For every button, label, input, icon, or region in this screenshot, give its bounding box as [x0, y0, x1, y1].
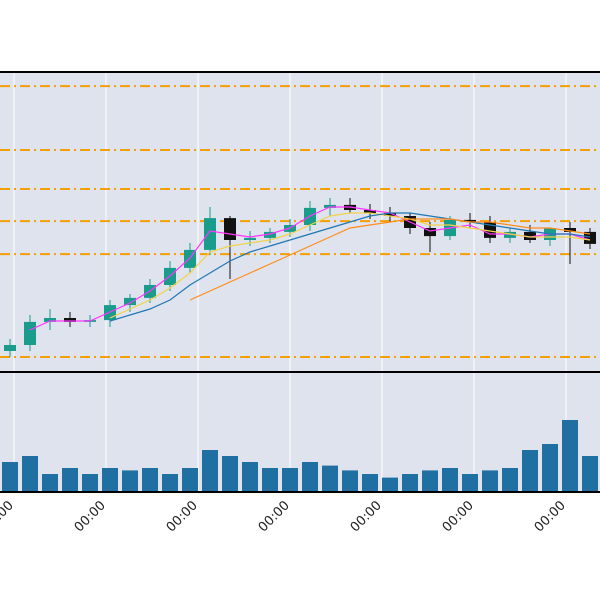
moving-average	[109, 212, 591, 322]
x-tick-label: 00:00	[164, 498, 201, 535]
candle-body	[504, 231, 516, 238]
candle-body	[384, 213, 396, 216]
volume-bar	[482, 470, 498, 492]
volume-bar	[422, 470, 438, 492]
candle-body	[464, 219, 476, 222]
volume-bar	[142, 468, 158, 492]
candle-body	[4, 345, 16, 351]
volume-bar	[262, 468, 278, 492]
volume-bar	[362, 474, 378, 492]
candle-body	[24, 321, 36, 345]
x-tick-label: 00:00	[72, 498, 109, 535]
volume-bar	[582, 456, 598, 492]
x-tick-label: 00:00	[532, 498, 569, 535]
volume-bar	[322, 465, 338, 492]
volume-bar	[522, 450, 538, 492]
volume-bar	[562, 420, 578, 492]
volume-bar	[442, 468, 458, 492]
x-tick-label: 00:00	[0, 498, 17, 535]
volume-bar	[342, 470, 358, 492]
candle-body	[124, 297, 136, 306]
volume-bar	[382, 477, 398, 492]
volume-bar	[282, 468, 298, 492]
x-tick-label: 00:00	[440, 498, 477, 535]
volume-bar	[462, 474, 478, 492]
plot-background	[0, 72, 600, 492]
volume-bar	[122, 470, 138, 492]
moving-average	[189, 218, 591, 301]
candle-body	[224, 218, 236, 240]
volume-bar	[22, 456, 38, 492]
x-tick-label: 00:00	[256, 498, 293, 535]
moving-average	[29, 206, 591, 331]
volume-bar	[82, 474, 98, 492]
x-tick-label: 00:00	[348, 498, 385, 535]
volume-bar	[542, 444, 558, 492]
candle-body	[524, 231, 536, 240]
candle-body	[264, 231, 276, 238]
volume-bar	[202, 450, 218, 492]
candle-body	[244, 237, 256, 240]
volume-bar	[242, 462, 258, 492]
moving-average	[109, 212, 591, 319]
volume-bar	[302, 462, 318, 492]
volume-bar	[102, 468, 118, 492]
volume-bar	[2, 462, 18, 492]
volume-bar	[42, 474, 58, 492]
volume-bar	[402, 474, 418, 492]
candle-body	[584, 231, 596, 244]
candle-body	[364, 210, 376, 213]
candle-body	[64, 318, 76, 322]
candle-body	[204, 218, 216, 250]
volume-bar	[162, 474, 178, 492]
candle-body	[564, 228, 576, 232]
candle-body	[44, 318, 56, 322]
volume-bar	[62, 468, 78, 492]
volume-bar	[222, 456, 238, 492]
candle-body	[424, 228, 436, 237]
volume-bar	[502, 468, 518, 492]
volume-bar	[182, 468, 198, 492]
